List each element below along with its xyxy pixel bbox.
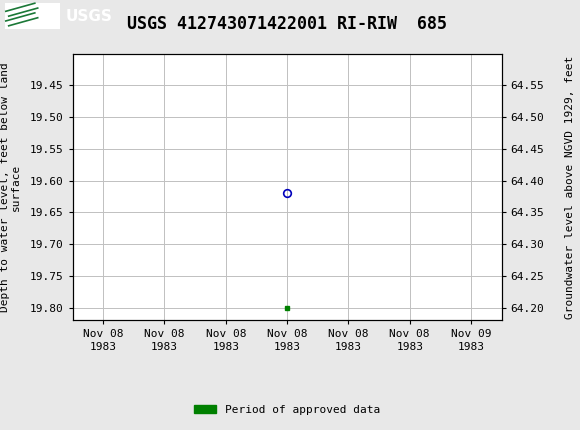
Text: Groundwater level above NGVD 1929, feet: Groundwater level above NGVD 1929, feet: [564, 55, 575, 319]
Text: USGS 412743071422001 RI-RIW  685: USGS 412743071422001 RI-RIW 685: [127, 15, 447, 33]
Legend: Period of approved data: Period of approved data: [190, 400, 385, 419]
Text: USGS: USGS: [66, 9, 113, 24]
Text: Depth to water level, feet below land
surface: Depth to water level, feet below land su…: [0, 62, 21, 312]
FancyBboxPatch shape: [5, 3, 60, 29]
